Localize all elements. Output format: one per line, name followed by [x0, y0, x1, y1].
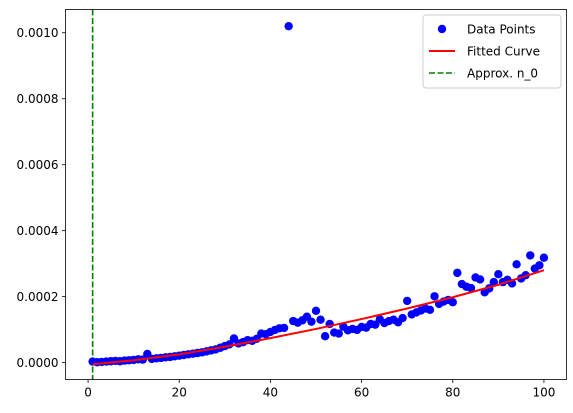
data-point — [512, 260, 520, 268]
legend: Data Points Fitted Curve Approx. n_0 — [423, 15, 561, 88]
data-point — [494, 270, 502, 278]
data-point — [284, 22, 292, 30]
data-point — [430, 292, 438, 300]
data-point — [426, 306, 434, 314]
y-axis: 0.0000 0.0002 0.0004 0.0006 0.0008 0.0010 — [17, 26, 66, 370]
data-point — [307, 317, 315, 325]
data-point — [316, 316, 324, 324]
data-point — [449, 298, 457, 306]
x-tick-label: 0 — [84, 386, 92, 400]
legend-label-data-points: Data Points — [467, 23, 536, 37]
y-tick-label: 0.0006 — [17, 158, 59, 172]
data-point — [280, 324, 288, 332]
y-tick-label: 0.0010 — [17, 26, 59, 40]
legend-marker-data-points — [438, 25, 446, 33]
data-point — [403, 297, 411, 305]
data-point — [321, 332, 329, 340]
y-tick-label: 0.0000 — [17, 356, 59, 370]
data-point — [453, 269, 461, 277]
y-tick-label: 0.0008 — [17, 92, 59, 106]
x-tick-label: 40 — [263, 386, 278, 400]
x-tick-label: 60 — [354, 386, 369, 400]
legend-label-approx-n0: Approx. n_0 — [467, 67, 538, 81]
legend-label-fitted-curve: Fitted Curve — [467, 45, 540, 59]
data-point — [540, 253, 548, 261]
data-point — [535, 261, 543, 269]
data-point — [398, 314, 406, 322]
y-tick-label: 0.0004 — [17, 224, 59, 238]
data-point — [476, 275, 484, 283]
data-point — [312, 307, 320, 315]
x-tick-label: 100 — [532, 386, 555, 400]
x-tick-label: 20 — [172, 386, 187, 400]
data-point — [526, 251, 534, 259]
y-tick-label: 0.0002 — [17, 290, 59, 304]
x-axis: 0 20 40 60 80 100 — [84, 380, 555, 400]
x-tick-label: 80 — [445, 386, 460, 400]
data-point — [335, 329, 343, 337]
